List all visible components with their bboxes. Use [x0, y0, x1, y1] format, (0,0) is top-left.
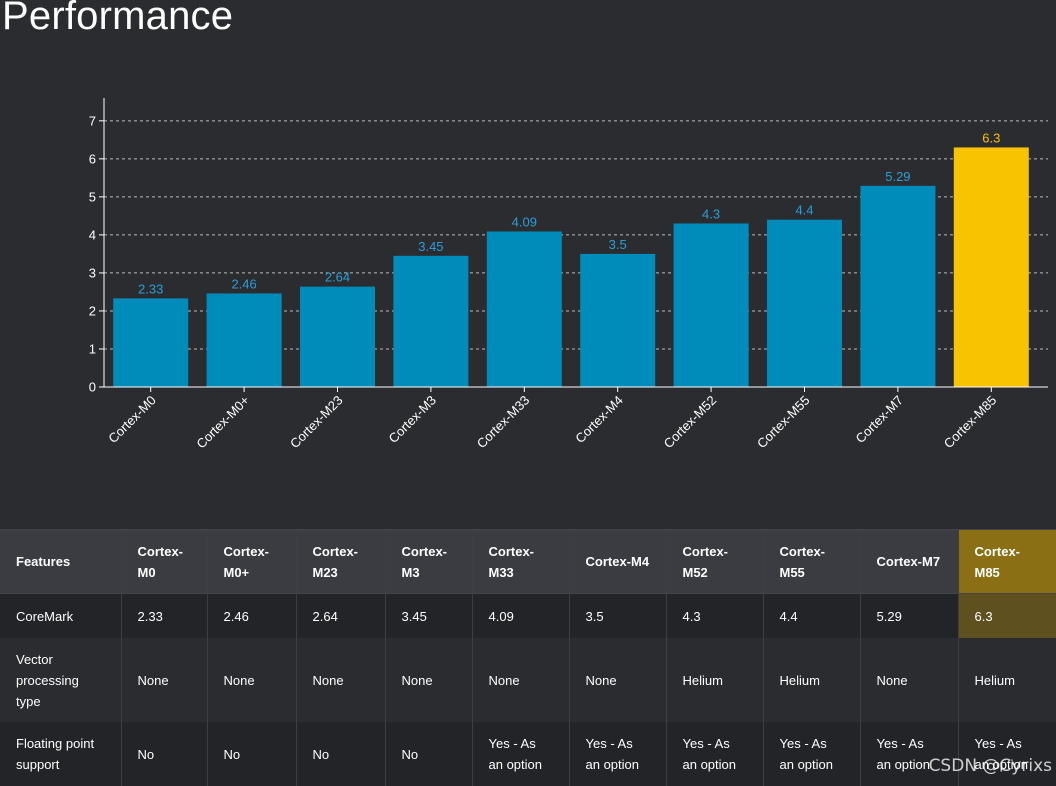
- x-tick-label: Cortex-M52: [661, 393, 720, 452]
- header-cortex-m0plus: Cortex-M0+: [207, 529, 297, 594]
- bar-cortex-m55: [767, 219, 842, 387]
- table-cell: 4.3: [666, 593, 764, 638]
- table-cell: Floating point support: [0, 722, 122, 786]
- table-cell: None: [472, 638, 570, 722]
- table-row: Floating point support No No No No Yes -…: [0, 722, 1056, 786]
- header-cortex-m4: Cortex-M4: [569, 529, 667, 594]
- data-label: 3.5: [609, 237, 627, 252]
- header-cortex-m23: Cortex-M23: [296, 529, 386, 594]
- table-cell: Yes - As an option: [958, 722, 1056, 786]
- header-cortex-m85: Cortex-M85: [958, 529, 1056, 594]
- table-cell: None: [569, 638, 667, 722]
- table-cell: No: [385, 722, 473, 786]
- data-label: 2.64: [325, 270, 350, 285]
- bar-cortex-m7: [860, 185, 936, 387]
- table-cell: Vector processing type: [0, 638, 122, 722]
- table-row: Vector processing type None None None No…: [0, 638, 1056, 722]
- x-tick-label: Cortex-M3: [386, 393, 440, 447]
- table-cell: Yes - As an option: [763, 722, 861, 786]
- y-tick-label: 4: [89, 227, 96, 242]
- table-header-row: Features Cortex-M0 Cortex-M0+ Cortex-M23…: [0, 529, 1056, 594]
- table-cell: Helium: [958, 638, 1056, 722]
- header-cortex-m7: Cortex-M7: [860, 529, 959, 594]
- x-tick-label: Cortex-M33: [474, 393, 533, 452]
- y-tick-label: 7: [89, 113, 96, 128]
- header-cortex-m0: Cortex-M0: [121, 529, 208, 594]
- table-cell: 3.5: [569, 593, 667, 638]
- table-cell: Helium: [666, 638, 764, 722]
- bar-cortex-m85: [953, 147, 1029, 387]
- performance-bar-chart: 0 1 2 3 4 5 6 7 2.33 Cortex-M0 2.46 Cortex-M0+ 2.64 C…: [89, 98, 1048, 452]
- table-cell: None: [296, 638, 386, 722]
- y-tick-label: 5: [89, 189, 96, 204]
- table-cell: No: [207, 722, 297, 786]
- table-cell: None: [385, 638, 473, 722]
- data-label: 3.45: [418, 239, 443, 254]
- table-cell: None: [207, 638, 297, 722]
- data-label: 2.33: [138, 281, 163, 296]
- y-tick-label: 1: [89, 341, 96, 356]
- bar-cortex-m4: [580, 253, 656, 387]
- table-cell: Yes - As an option: [569, 722, 667, 786]
- table-cell: No: [296, 722, 386, 786]
- table-cell: Yes - As an option: [860, 722, 959, 786]
- header-cortex-m55: Cortex-M55: [763, 529, 861, 594]
- table-cell: CoreMark: [0, 593, 122, 638]
- y-tick-label: 0: [89, 380, 96, 395]
- data-label: 4.3: [702, 206, 720, 221]
- table-cell: 3.45: [385, 593, 473, 638]
- data-label: 6.3: [982, 130, 1000, 145]
- table-cell: 6.3: [958, 593, 1056, 638]
- table-cell: None: [121, 638, 208, 722]
- table-cell: 2.46: [207, 593, 297, 638]
- features-table: Features Cortex-M0 Cortex-M0+ Cortex-M23…: [0, 529, 1056, 786]
- y-tick-label: 2: [89, 303, 96, 318]
- header-cortex-m52: Cortex-M52: [666, 529, 764, 594]
- x-tick-label: Cortex-M4: [572, 393, 626, 447]
- header-cortex-m33: Cortex-M33: [472, 529, 570, 594]
- table-cell: 5.29: [860, 593, 959, 638]
- x-tick-label: Cortex-M55: [754, 393, 813, 452]
- x-tick-label: Cortex-M85: [941, 393, 1000, 452]
- x-tick-label: Cortex-M7: [853, 393, 907, 447]
- page-title: Performance: [2, 0, 234, 38]
- bar-cortex-m33: [486, 231, 562, 387]
- table-row: CoreMark 2.33 2.46 2.64 3.45 4.09 3.5 4.…: [0, 593, 1056, 638]
- bar-cortex-m3: [393, 255, 469, 387]
- x-tick-label: Cortex-M0: [105, 393, 159, 447]
- data-label: 2.46: [231, 276, 256, 291]
- header-cortex-m3: Cortex-M3: [385, 529, 473, 594]
- table-cell: No: [121, 722, 208, 786]
- header-features: Features: [0, 529, 122, 594]
- table-cell: Helium: [763, 638, 861, 722]
- table-cell: 4.09: [472, 593, 570, 638]
- y-tick-label: 6: [89, 151, 96, 166]
- bar-cortex-m0: [113, 298, 189, 387]
- table-cell: None: [860, 638, 959, 722]
- table-cell: Yes - As an option: [666, 722, 764, 786]
- table-cell: 2.33: [121, 593, 208, 638]
- x-tick-label: Cortex-M0+: [193, 393, 252, 452]
- bar-cortex-m0plus: [206, 293, 282, 387]
- bar-cortex-m52: [673, 223, 749, 387]
- y-tick-label: 3: [89, 265, 96, 280]
- bar-cortex-m23: [300, 286, 375, 387]
- table-cell: Yes - As an option: [472, 722, 570, 786]
- table-cell: 2.64: [296, 593, 386, 638]
- data-label: 5.29: [885, 169, 910, 184]
- data-label: 4.4: [795, 203, 813, 218]
- table-cell: 4.4: [763, 593, 861, 638]
- watermark: CSDN @Cyrixs: [928, 756, 1052, 776]
- x-tick-label: Cortex-M23: [287, 393, 346, 452]
- data-label: 4.09: [512, 214, 537, 229]
